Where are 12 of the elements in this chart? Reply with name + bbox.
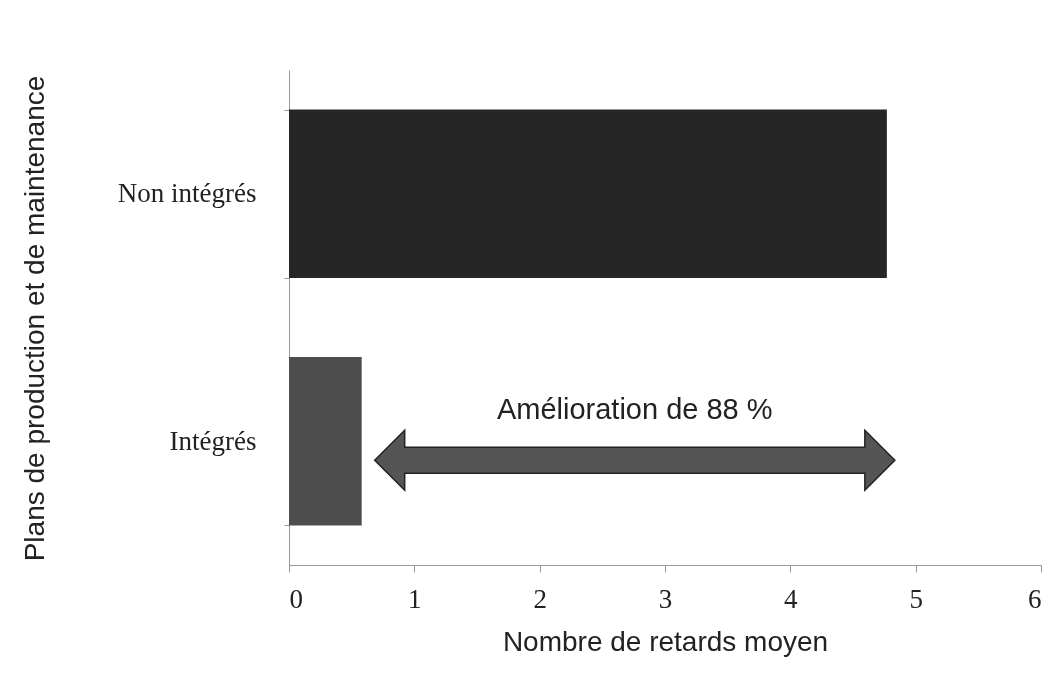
x-axis-title: Nombre de retards moyen [502,625,829,657]
x-tick-label: 1 [408,583,422,614]
x-tick-label: 5 [909,583,923,614]
x-tick-label: 6 [1028,583,1042,614]
x-tick-label: 4 [784,583,799,614]
x-tick-label: 3 [658,583,673,614]
x-tick-label: 2 [533,583,547,614]
x-tick-label: 0 [289,583,303,614]
y-axis-title: Plans de production et de maintenance [18,75,50,562]
annotation: Amélioration de 88 % [496,393,773,426]
y-tick-label: Intégrés [169,425,257,456]
y-tick-label: Non intégrés [117,178,257,209]
